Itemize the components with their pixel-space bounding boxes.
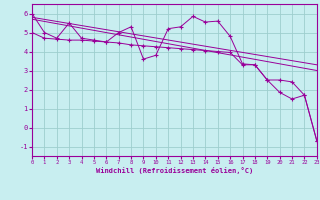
X-axis label: Windchill (Refroidissement éolien,°C): Windchill (Refroidissement éolien,°C) [96, 167, 253, 174]
